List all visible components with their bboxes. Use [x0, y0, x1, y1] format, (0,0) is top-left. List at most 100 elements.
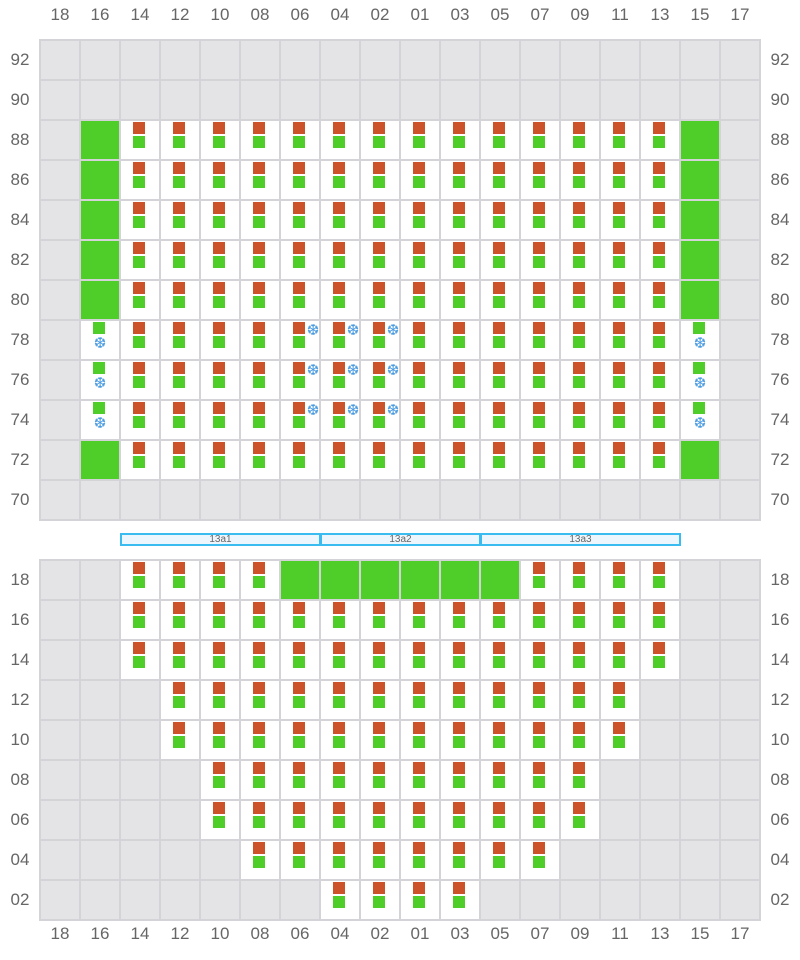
orange-unit[interactable] — [173, 362, 185, 374]
green-unit[interactable] — [213, 616, 225, 628]
orange-unit[interactable] — [533, 642, 545, 654]
orange-unit[interactable] — [373, 202, 385, 214]
rack-position-82-09[interactable] — [560, 240, 600, 280]
rack-position-88-05[interactable] — [480, 120, 520, 160]
orange-unit[interactable] — [373, 682, 385, 694]
green-unit[interactable] — [493, 776, 505, 788]
green-unit[interactable] — [173, 256, 185, 268]
orange-unit[interactable] — [573, 282, 585, 294]
green-unit[interactable] — [293, 616, 305, 628]
orange-unit[interactable] — [453, 202, 465, 214]
orange-unit[interactable] — [253, 242, 265, 254]
orange-unit[interactable] — [213, 242, 225, 254]
rack-position-12-05[interactable] — [480, 680, 520, 720]
orange-unit[interactable] — [493, 642, 505, 654]
rack-position-78-09[interactable] — [560, 320, 600, 360]
orange-unit[interactable] — [333, 322, 345, 334]
rack-position-76-16[interactable]: ❆ — [80, 360, 120, 400]
green-unit[interactable] — [373, 816, 385, 828]
green-unit[interactable] — [533, 256, 545, 268]
green-unit[interactable] — [493, 736, 505, 748]
rack-position-08-07[interactable] — [520, 760, 560, 800]
orange-unit[interactable] — [533, 282, 545, 294]
green-unit[interactable] — [213, 456, 225, 468]
orange-unit[interactable] — [573, 242, 585, 254]
rack-position-88-03[interactable] — [440, 120, 480, 160]
green-unit[interactable] — [453, 416, 465, 428]
green-unit[interactable] — [653, 616, 665, 628]
green-unit[interactable] — [133, 376, 145, 388]
green-unit[interactable] — [413, 696, 425, 708]
orange-unit[interactable] — [213, 122, 225, 134]
rack-position-82-11[interactable] — [600, 240, 640, 280]
green-unit[interactable] — [533, 576, 545, 588]
orange-unit[interactable] — [133, 202, 145, 214]
rack-position-74-05[interactable] — [480, 400, 520, 440]
orange-unit[interactable] — [533, 722, 545, 734]
orange-unit[interactable] — [173, 242, 185, 254]
rack-position-10-06[interactable] — [280, 720, 320, 760]
rack-position-76-02[interactable]: ❆ — [360, 360, 400, 400]
rack-position-14-05[interactable] — [480, 640, 520, 680]
orange-unit[interactable] — [453, 682, 465, 694]
rack-position-82-13[interactable] — [640, 240, 680, 280]
green-unit[interactable] — [333, 736, 345, 748]
rack-position-14-03[interactable] — [440, 640, 480, 680]
rack-position-80-01[interactable] — [400, 280, 440, 320]
rack-position-80-04[interactable] — [320, 280, 360, 320]
green-unit[interactable] — [173, 336, 185, 348]
rack-position-82-06[interactable] — [280, 240, 320, 280]
orange-unit[interactable] — [333, 362, 345, 374]
orange-unit[interactable] — [493, 122, 505, 134]
orange-unit[interactable] — [253, 642, 265, 654]
green-unit[interactable] — [213, 416, 225, 428]
orange-unit[interactable] — [213, 322, 225, 334]
green-unit[interactable] — [533, 616, 545, 628]
rack-position-74-02[interactable]: ❆ — [360, 400, 400, 440]
orange-unit[interactable] — [253, 282, 265, 294]
rack-position-10-03[interactable] — [440, 720, 480, 760]
green-unit[interactable] — [453, 856, 465, 868]
green-unit[interactable] — [413, 896, 425, 908]
rack-position-86-01[interactable] — [400, 160, 440, 200]
rack-position-74-13[interactable] — [640, 400, 680, 440]
orange-unit[interactable] — [493, 322, 505, 334]
orange-unit[interactable] — [373, 242, 385, 254]
orange-unit[interactable] — [453, 842, 465, 854]
orange-unit[interactable] — [413, 442, 425, 454]
orange-unit[interactable] — [133, 602, 145, 614]
orange-unit[interactable] — [533, 402, 545, 414]
orange-unit[interactable] — [493, 442, 505, 454]
green-unit[interactable] — [493, 656, 505, 668]
green-unit[interactable] — [333, 176, 345, 188]
orange-unit[interactable] — [293, 642, 305, 654]
orange-unit[interactable] — [213, 602, 225, 614]
rack-position-88-15[interactable] — [680, 120, 720, 160]
orange-unit[interactable] — [653, 122, 665, 134]
rack-position-14-07[interactable] — [520, 640, 560, 680]
rack-position-86-10[interactable] — [200, 160, 240, 200]
rack-position-14-09[interactable] — [560, 640, 600, 680]
orange-unit[interactable] — [213, 402, 225, 414]
rack-position-74-07[interactable] — [520, 400, 560, 440]
rack-position-12-07[interactable] — [520, 680, 560, 720]
rack-position-16-10[interactable] — [200, 600, 240, 640]
orange-unit[interactable] — [533, 322, 545, 334]
orange-unit[interactable] — [653, 642, 665, 654]
rack-position-86-14[interactable] — [120, 160, 160, 200]
rack-position-88-12[interactable] — [160, 120, 200, 160]
orange-unit[interactable] — [373, 282, 385, 294]
orange-unit[interactable] — [373, 802, 385, 814]
rack-position-88-09[interactable] — [560, 120, 600, 160]
orange-unit[interactable] — [533, 162, 545, 174]
orange-unit[interactable] — [653, 242, 665, 254]
rack-position-72-08[interactable] — [240, 440, 280, 480]
rack-position-16-01[interactable] — [400, 600, 440, 640]
orange-unit[interactable] — [653, 202, 665, 214]
green-unit[interactable] — [173, 176, 185, 188]
green-unit[interactable] — [295, 562, 307, 574]
rack-position-84-09[interactable] — [560, 200, 600, 240]
green-unit[interactable] — [453, 736, 465, 748]
rack-position-02-04[interactable] — [320, 880, 360, 920]
green-unit[interactable] — [373, 456, 385, 468]
